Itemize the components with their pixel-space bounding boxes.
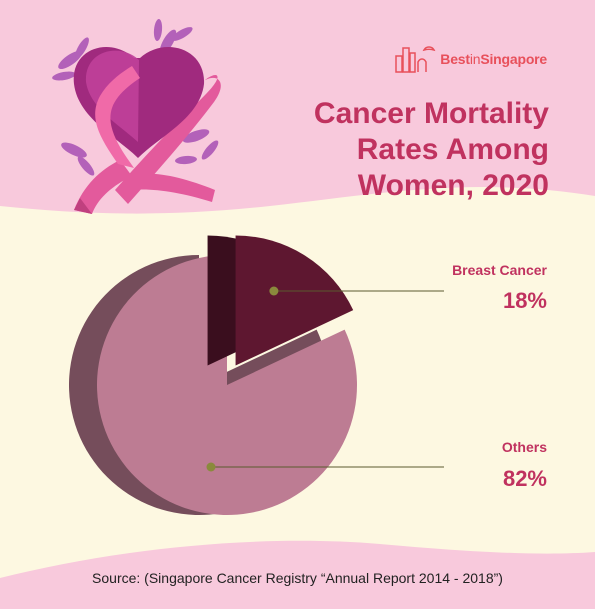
- pie-slice-breast-cancer: [235, 235, 354, 366]
- brand-logo: BestinSingapore: [394, 44, 547, 74]
- slice-value-others: 82%: [502, 466, 547, 491]
- slice-label-others: Others: [501, 439, 547, 455]
- leader-dot-others: [206, 462, 216, 472]
- title-line-3: Women, 2020: [357, 169, 549, 202]
- pie-slice-others: [96, 255, 358, 515]
- city-skyline-icon: [395, 46, 436, 73]
- brand-name: BestinSingapore: [440, 51, 547, 67]
- slice-label-breast-cancer: Breast Cancer: [452, 262, 547, 278]
- slice-value-breast-cancer: 18%: [502, 288, 547, 313]
- leader-dot-breast-cancer: [269, 286, 279, 296]
- title-line-2: Rates Among: [356, 133, 549, 166]
- chart-title: Cancer Mortality Rates Among Women, 2020: [229, 96, 549, 204]
- footer-band: [0, 540, 595, 609]
- title-line-1: Cancer Mortality: [313, 97, 549, 130]
- heart-ribbon-icon: [52, 19, 221, 214]
- source-note: Source: (Singapore Cancer Registry “Annu…: [92, 570, 503, 586]
